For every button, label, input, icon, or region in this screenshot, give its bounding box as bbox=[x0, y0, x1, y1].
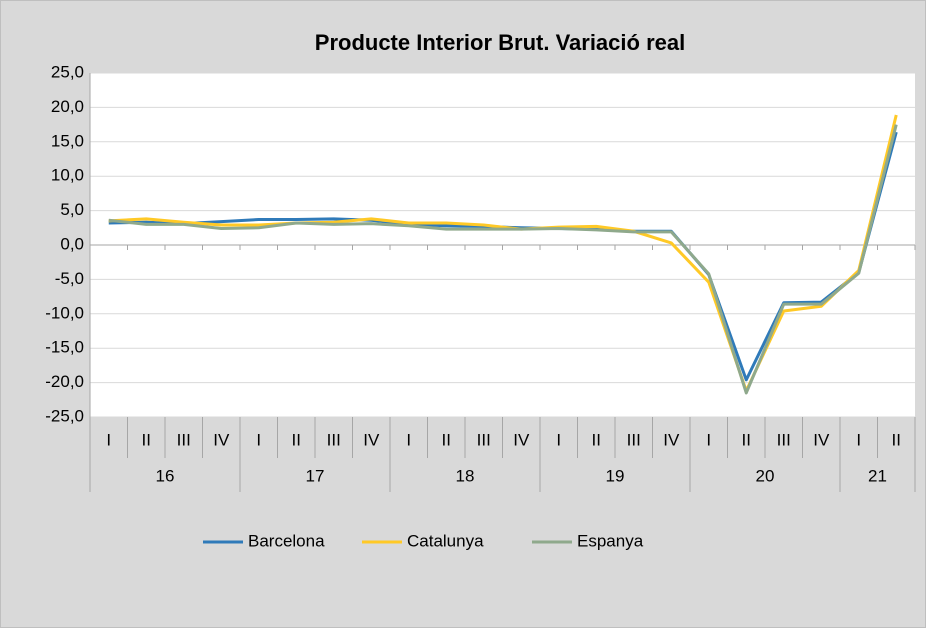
x-tick-label: IV bbox=[213, 430, 230, 449]
y-tick-label: -20,0 bbox=[45, 372, 84, 391]
x-group-label: 21 bbox=[868, 466, 887, 485]
y-tick-label: 5,0 bbox=[60, 200, 84, 219]
x-tick-label: III bbox=[777, 430, 791, 449]
y-tick-label: -25,0 bbox=[45, 406, 84, 425]
x-tick-label: I bbox=[106, 430, 111, 449]
y-tick-label: -15,0 bbox=[45, 338, 84, 357]
x-tick-label: II bbox=[142, 430, 151, 449]
y-tick-label: 15,0 bbox=[51, 131, 84, 150]
x-tick-label: II bbox=[292, 430, 301, 449]
legend-label: Espanya bbox=[577, 531, 644, 550]
legend-label: Catalunya bbox=[407, 531, 484, 550]
x-tick-label: I bbox=[556, 430, 561, 449]
x-tick-label: I bbox=[406, 430, 411, 449]
x-tick-label: IV bbox=[813, 430, 830, 449]
x-group-label: 19 bbox=[606, 466, 625, 485]
x-tick-label: I bbox=[256, 430, 261, 449]
x-tick-label: II bbox=[442, 430, 451, 449]
y-tick-label: 10,0 bbox=[51, 166, 84, 185]
y-tick-label: 25,0 bbox=[51, 62, 84, 81]
chart-title: Producte Interior Brut. Variació real bbox=[315, 30, 685, 55]
x-tick-label: I bbox=[856, 430, 861, 449]
x-tick-label: III bbox=[477, 430, 491, 449]
x-tick-label: II bbox=[592, 430, 601, 449]
x-group-label: 17 bbox=[306, 466, 325, 485]
y-tick-label: -5,0 bbox=[55, 269, 84, 288]
x-group-label: 20 bbox=[756, 466, 775, 485]
y-tick-label: -10,0 bbox=[45, 303, 84, 322]
x-tick-label: I bbox=[706, 430, 711, 449]
y-tick-label: 20,0 bbox=[51, 97, 84, 116]
legend-label: Barcelona bbox=[248, 531, 325, 550]
series-line bbox=[108, 124, 898, 395]
x-tick-label: III bbox=[627, 430, 641, 449]
x-tick-label: IV bbox=[663, 430, 680, 449]
x-tick-label: II bbox=[742, 430, 751, 449]
x-group-label: 16 bbox=[156, 466, 175, 485]
x-group-label: 18 bbox=[456, 466, 475, 485]
x-tick-label: IV bbox=[513, 430, 530, 449]
x-tick-label: IV bbox=[363, 430, 380, 449]
x-tick-label: II bbox=[892, 430, 901, 449]
x-tick-label: III bbox=[177, 430, 191, 449]
y-tick-label: 0,0 bbox=[60, 234, 84, 253]
x-tick-label: III bbox=[327, 430, 341, 449]
